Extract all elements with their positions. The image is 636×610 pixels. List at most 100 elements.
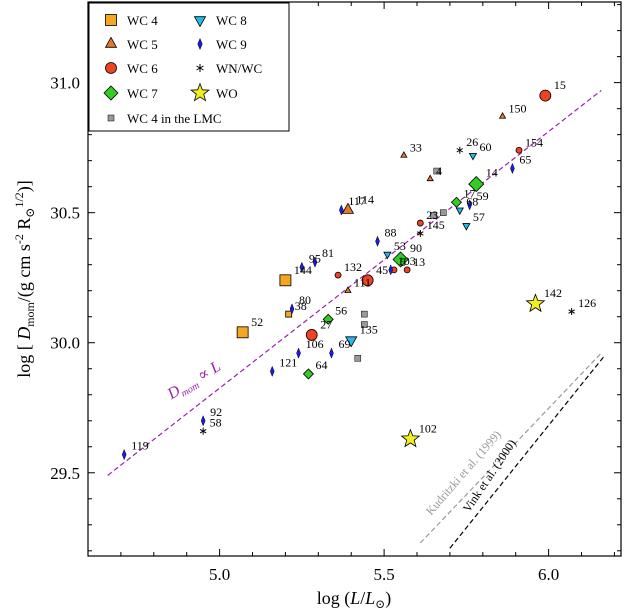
data-point-wnwc	[456, 146, 464, 154]
data-point-wc8	[455, 207, 464, 216]
point-label: 58	[210, 416, 222, 430]
y-axis-title: log [ Dmom/(g cm s-2 R⊙1/2)]	[12, 180, 37, 378]
point-label: 64	[315, 358, 327, 372]
x-axis-title: log (L/L⊙)	[317, 588, 392, 610]
legend-label: WC 8	[216, 13, 247, 28]
point-label: 59	[477, 189, 489, 203]
point-label: 60	[479, 140, 491, 154]
point-label: 45	[376, 263, 388, 277]
point-label: 65	[519, 152, 531, 166]
point-label: 81	[322, 246, 334, 260]
data-point-wc7	[392, 251, 409, 268]
legend-marker-wnwc	[196, 64, 204, 72]
point-label: 154	[525, 135, 543, 149]
data-point-wc9	[467, 199, 472, 211]
legend-label: WC 5	[127, 37, 158, 52]
data-point-wc4lmc	[354, 355, 362, 362]
data-point-wc9	[296, 347, 301, 359]
x-tick-label: 6.0	[538, 565, 559, 584]
axis-ticks: 5.0 5.5 6.0 29.5 30.0 30.5 31.0	[50, 2, 621, 584]
data-point-wc9	[510, 162, 515, 175]
point-label: 52	[251, 315, 263, 329]
point-label: 53	[394, 239, 406, 253]
data-point-wo	[400, 428, 421, 448]
point-label: 144	[294, 263, 312, 277]
point-label: 142	[544, 286, 562, 300]
data-point-wc7	[468, 176, 485, 193]
y-tick-label: 30.5	[50, 204, 80, 223]
point-label: 88	[385, 225, 397, 239]
point-label: 126	[578, 296, 596, 310]
data-point-wnwc	[417, 229, 424, 237]
legend-label: WC 6	[127, 61, 158, 76]
point-label: 56	[335, 303, 347, 317]
data-point-wc7	[302, 368, 315, 380]
point-label: 92	[210, 405, 222, 419]
data-point-wc9	[312, 256, 318, 268]
point-label: 106	[306, 337, 324, 351]
data-point-wc5	[426, 174, 434, 182]
data-point-wc6	[515, 146, 523, 154]
point-label: 132	[344, 260, 362, 274]
legend: WC 4 WC 5 WC 6 WC 7 WC 4 in the LMC WC 8 WC 9 W…	[88, 2, 290, 132]
legend-label: WO	[216, 86, 238, 101]
data-point-wc9	[388, 264, 393, 276]
data-point-wc6	[403, 266, 411, 274]
data-point-wc5	[498, 112, 507, 119]
data-point-wc9	[200, 415, 206, 427]
point-label: 23	[426, 208, 438, 222]
legend-marker-wc7	[103, 85, 119, 101]
x-tick-label: 5.5	[373, 565, 394, 584]
legend-marker-wc8	[193, 16, 207, 28]
point-label: 80	[299, 293, 311, 307]
x-axis-title-text: log (L/L⊙)	[317, 588, 392, 610]
point-label: 15	[554, 78, 566, 92]
x-tick-label: 5.0	[209, 565, 230, 584]
data-point-wc4	[285, 310, 293, 318]
y-tick-label: 30.0	[50, 334, 80, 353]
y-tick-label: 31.0	[50, 74, 80, 93]
data-point-wc9	[269, 365, 275, 378]
data-point-wc4lmc	[440, 209, 447, 216]
point-label: 26	[466, 135, 478, 149]
point-label: 27	[320, 317, 332, 331]
data-point-wnwc	[199, 427, 207, 435]
data-point-wc4lmc	[361, 321, 368, 328]
point-label: 38	[295, 299, 307, 313]
data-point-wo	[525, 293, 546, 313]
point-label: 90	[410, 241, 422, 255]
legend-marker-wc4lmc	[107, 114, 115, 122]
legend-items: WC 4 WC 5 WC 6 WC 7 WC 4 in the LMC WC 8 WC 9 W…	[103, 13, 262, 126]
legend-label: WN/WC	[216, 61, 262, 76]
data-point-wc6	[539, 89, 552, 102]
data-point-wc4lmc	[361, 310, 368, 318]
legend-label: WC 9	[216, 37, 247, 52]
data-point-wc7	[450, 196, 463, 208]
point-labels: 52 144 38 114 33 4 150 111 15 154 27 45 132 5 13 23 14 90…	[131, 78, 596, 452]
data-point-wc9	[375, 235, 380, 247]
legend-marker-wc5	[104, 36, 118, 48]
data-point-wc9	[299, 261, 305, 273]
point-label: 95	[309, 251, 321, 265]
point-label: 150	[509, 101, 527, 115]
point-label: 102	[419, 421, 437, 435]
point-label: 69	[338, 337, 350, 351]
point-label: 117	[348, 194, 366, 208]
point-label: 145	[427, 218, 445, 232]
data-point-wc8	[345, 336, 358, 348]
point-label: 4	[436, 164, 442, 178]
legend-marker-wc6	[105, 62, 117, 74]
data-point-wc9	[339, 204, 344, 216]
point-label: 17	[463, 186, 475, 200]
data-point-wc9	[289, 303, 295, 315]
point-label: 111	[354, 276, 371, 290]
data-point-wc5	[341, 202, 355, 214]
point-label: 103	[398, 254, 416, 268]
point-label: 33	[410, 140, 422, 154]
legend-marker-wc9	[197, 37, 203, 51]
data-point-wnwc	[568, 308, 575, 316]
reference-line	[449, 355, 606, 549]
legend-box	[88, 2, 290, 132]
legend-label: WC 7	[127, 86, 158, 101]
